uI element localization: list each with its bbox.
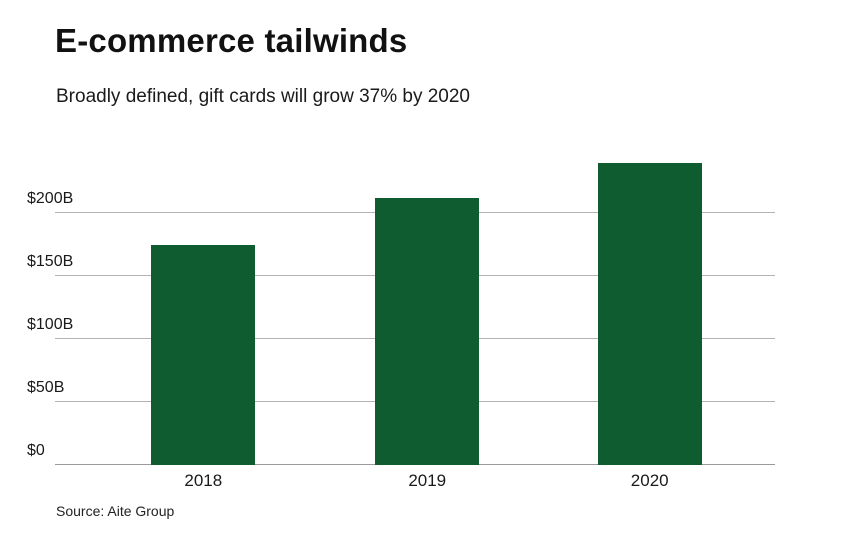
bar-2020 [597, 162, 702, 465]
x-tick-label: 2019 [408, 471, 447, 490]
bar-2019 [375, 197, 480, 465]
x-tick-label: 2020 [630, 471, 669, 490]
y-tick-label: $200B [27, 190, 74, 207]
chart-subtitle: Broadly defined, gift cards will grow 37… [56, 86, 471, 107]
y-tick-label: $100B [27, 316, 74, 333]
x-tick-label: 2018 [184, 471, 223, 490]
bar-2018 [151, 244, 256, 465]
y-tick-label: $0 [27, 442, 45, 459]
y-tick-label: $150B [27, 253, 74, 270]
y-tick-label: $50B [27, 379, 65, 396]
plot-area: $0 $50B $100B $150B $200B 2018 2019 2020 [27, 150, 775, 489]
chart-title: E-commerce tailwinds [55, 22, 408, 59]
source-note: Source: Aite Group [56, 503, 175, 519]
